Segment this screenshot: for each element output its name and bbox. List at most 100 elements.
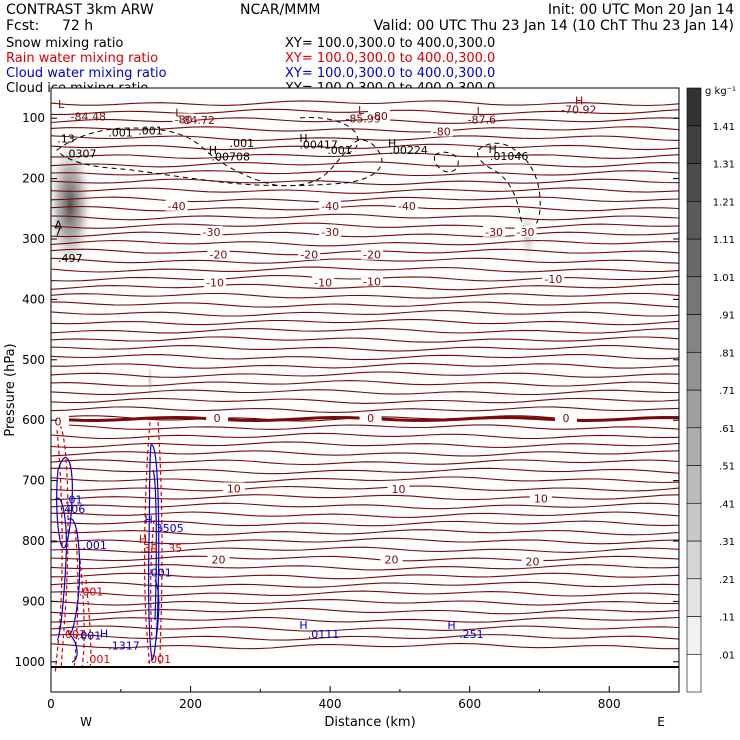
contour-annotation: .001: [61, 628, 86, 641]
x-tick-label: 0: [47, 697, 55, 711]
contour-annotation: H: [100, 628, 108, 641]
rain-contour-w4: [73, 529, 79, 669]
temperature-label: 10: [227, 482, 241, 495]
temperature-label-bg: [514, 225, 537, 237]
temperature-label: -10: [206, 276, 224, 289]
contour-annotation: .1317: [108, 640, 139, 653]
colorbar-label: .21: [719, 575, 735, 586]
x-tick-label: 800: [598, 697, 621, 711]
colorbar-unit: g kg⁻¹: [705, 86, 736, 97]
isotherm-line: [50, 537, 680, 545]
contour-annotation: .001: [147, 653, 172, 666]
temperature-label-bg: [360, 275, 383, 287]
colorbar-bin: [686, 578, 702, 617]
isotherm-line: [51, 362, 680, 369]
contour-annotation: .001: [79, 585, 104, 598]
contour-annotation: .00417: [299, 138, 338, 151]
isotherm-line: [50, 187, 680, 194]
temperature-label-bg: [483, 225, 506, 237]
legend-rain-xy: XY= 100.0,300.0 to 400.0,300.0: [285, 51, 495, 66]
temperature-label: -40: [398, 200, 416, 213]
temperature-label-bg: [207, 553, 230, 565]
isotherm-line: [50, 555, 680, 562]
cloudwater-contour-w1: [56, 456, 73, 549]
temperature-label: -20: [300, 249, 318, 262]
y-tick-label: 600: [22, 413, 45, 427]
snow-contour-main: [56, 127, 383, 187]
contour-annotation: L: [175, 106, 182, 119]
temperature-label: 0: [367, 412, 374, 425]
temperature-label: -30: [485, 226, 503, 239]
contour-annotation: .0307: [65, 147, 97, 160]
rain-contour-m1: [143, 421, 151, 669]
temperature-label: -80: [175, 113, 193, 126]
snow-contour-top: [299, 117, 359, 155]
x-axis-title: Distance (km): [324, 715, 415, 730]
header-title: CONTRAST: [6, 2, 82, 18]
colorbar-bin: [686, 502, 702, 542]
header-fcst-value: 72 h: [62, 18, 93, 34]
isotherm-line: [51, 108, 680, 115]
isotherm-line: [50, 266, 680, 273]
isotherm-line: [50, 450, 680, 457]
contour-annotation: H: [145, 513, 153, 526]
isotherm-line: [50, 625, 680, 632]
contour-annotation: .01: [65, 494, 83, 507]
colorbar-label: 1.41: [713, 122, 735, 133]
colorbar-label: .81: [719, 348, 735, 359]
contour-annotation: H: [447, 619, 455, 632]
isotherm-layer: [50, 100, 680, 650]
contour-annotation: -84.72: [179, 114, 214, 127]
colorbar-bin: [686, 238, 702, 278]
contour-annotation: -85.99: [345, 112, 380, 125]
temperature-label: -10: [314, 276, 332, 289]
temperature-label-bg: [387, 483, 410, 495]
colorbar-bin: [686, 125, 702, 164]
contour-annotation: H: [209, 144, 217, 157]
isotherm-line: [50, 546, 680, 553]
legend-rain-name: Rain water mixing ratio: [6, 51, 158, 66]
colorbar-label: 1.31: [713, 160, 735, 171]
isotherm-line: [50, 239, 679, 247]
isotherm-line: [50, 397, 680, 404]
isotherm-line: [50, 170, 680, 177]
colorbar-bin: [686, 465, 702, 504]
contour-annotation: .0111: [308, 628, 340, 641]
isotherm-line: [50, 301, 680, 308]
temperature-label: -40: [321, 200, 339, 213]
temperature-label-bg: [319, 225, 342, 237]
cloudwater-contour-m1: [148, 444, 160, 661]
temperature-label: 20: [525, 556, 539, 569]
y-tick-label: 400: [22, 292, 45, 306]
contour-annotation: .001: [230, 137, 255, 150]
contour-annotation: .406: [61, 503, 86, 516]
contour-annotation: .001: [77, 629, 102, 642]
contour-annotation: L: [358, 104, 365, 117]
x-tick-label: 400: [319, 697, 342, 711]
isotherm-line: [50, 100, 680, 107]
isotherm-line: [51, 152, 680, 159]
x-end-west: W: [80, 715, 92, 729]
isotherm-line: [50, 231, 680, 238]
colorbar-label: .11: [719, 613, 735, 624]
isotherm-line: [50, 318, 680, 326]
isotherm-line: [50, 336, 680, 343]
colorbar-label: .41: [719, 499, 735, 510]
isotherm-line: [50, 467, 680, 475]
colorbar-label: .51: [719, 462, 735, 473]
rain-contour-w2: [59, 424, 69, 669]
isotherm-line: [51, 424, 680, 430]
temperature-label: -40: [168, 200, 186, 213]
contour-annotation: .3505: [152, 522, 184, 535]
temperature-label-bg: [360, 248, 383, 260]
contour-annotation: .00224: [389, 144, 428, 157]
temperature-label: -10: [544, 273, 562, 286]
temperature-label-bg: [203, 276, 226, 288]
isotherm-line: [50, 441, 680, 448]
temperature-label: -20: [363, 249, 381, 262]
colorbar-bin: [686, 163, 702, 202]
temperature-label: -30: [517, 226, 535, 239]
isotherm-line: [50, 432, 680, 440]
contour-annotation: .001: [327, 144, 352, 157]
